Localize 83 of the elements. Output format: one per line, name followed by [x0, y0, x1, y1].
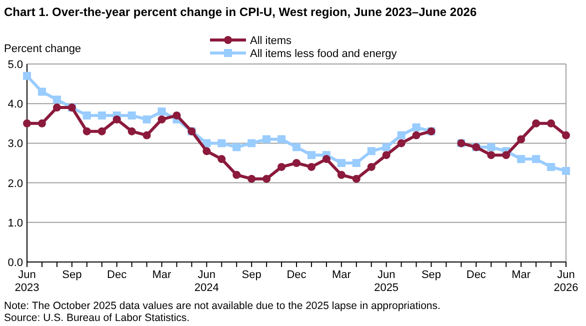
x-tick-label: Mar	[512, 269, 531, 281]
point	[322, 155, 330, 164]
point	[262, 135, 271, 144]
point	[38, 88, 46, 96]
point	[292, 143, 300, 152]
point	[412, 131, 420, 140]
point	[112, 115, 121, 124]
point	[517, 135, 526, 144]
x-tick-label: Dec	[286, 269, 307, 281]
point	[128, 111, 136, 120]
point	[532, 155, 540, 164]
point	[98, 127, 106, 136]
point	[142, 115, 151, 124]
text: Note: The October 2025 data values are not available due to the 2025 lapse in appropriations.	[4, 300, 440, 312]
y-axis-title: Percent change	[4, 43, 82, 55]
point	[128, 127, 136, 136]
point	[142, 131, 151, 140]
legend-label: All items less food and energy	[250, 48, 398, 60]
point	[412, 123, 420, 132]
point	[382, 151, 390, 160]
x-tick-label: Mar	[332, 269, 352, 281]
point	[547, 162, 556, 171]
point	[292, 159, 300, 167]
point	[202, 139, 211, 148]
source-note: Source: U.S. Bureau of Labor Statistics.	[4, 312, 190, 324]
point	[82, 111, 91, 120]
y-tick-label: 5.0	[8, 59, 23, 71]
point	[502, 151, 510, 160]
point	[23, 72, 31, 80]
point	[82, 127, 91, 136]
point	[262, 174, 271, 183]
x-tick-label: Sep	[421, 269, 442, 281]
point	[367, 162, 376, 171]
point	[352, 174, 360, 183]
point	[562, 131, 570, 140]
x-tick-label: Jun 2024	[194, 269, 219, 294]
x-tick-label: Jun 2023	[14, 269, 40, 294]
point	[98, 111, 106, 120]
point	[232, 143, 241, 152]
legend-label: All items	[250, 35, 292, 47]
x-tick-label: Jun 2025	[374, 269, 399, 294]
point	[248, 139, 256, 148]
point	[202, 147, 211, 156]
point	[547, 119, 556, 128]
point	[487, 151, 496, 160]
point	[337, 170, 346, 179]
point	[52, 96, 61, 104]
point	[532, 119, 540, 128]
point	[158, 115, 166, 124]
point	[307, 162, 316, 171]
point	[278, 162, 286, 171]
point	[278, 135, 286, 144]
point	[218, 139, 226, 148]
chart-title: Chart 1. Over-the-year percent change in CPI-U, West region, June 2023–June 2026	[4, 5, 477, 19]
x-tick-label: Dec	[466, 269, 486, 281]
x-tick-label: Dec	[107, 269, 128, 281]
point	[172, 111, 181, 120]
point	[562, 166, 570, 175]
y-tick-label: 2.0	[8, 178, 23, 190]
point	[487, 143, 496, 152]
point	[337, 159, 346, 167]
x-tick-label: Sep	[242, 269, 262, 281]
point	[248, 174, 256, 183]
x-tick-label: Sep	[62, 269, 82, 281]
y-tick-label: 1.0	[8, 217, 23, 230]
point	[397, 131, 406, 140]
point	[38, 119, 46, 128]
point	[23, 119, 31, 128]
point	[382, 143, 390, 152]
point	[52, 104, 61, 112]
y-tick-label: 4.0	[8, 98, 23, 111]
point	[218, 155, 226, 164]
point	[232, 170, 241, 179]
point	[352, 159, 360, 167]
y-tick-label: 0.0	[8, 257, 23, 269]
point	[307, 151, 316, 160]
point	[158, 108, 166, 116]
x-tick-label: Mar	[152, 269, 172, 281]
x-tick-label: Jun 2026	[554, 269, 578, 294]
point	[397, 139, 406, 148]
point	[367, 147, 376, 156]
point	[517, 155, 526, 164]
y-tick-label: 3.0	[8, 138, 23, 150]
